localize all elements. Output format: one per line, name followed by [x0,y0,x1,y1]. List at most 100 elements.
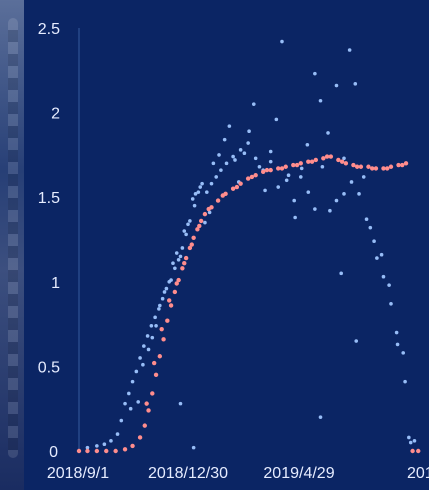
blue-data-point-29 [209,181,214,186]
blue-data-point-53 [379,252,384,257]
blue-data-point-24 [188,219,192,223]
pink-data-point-47 [373,166,379,171]
blue-data-point-106 [381,274,386,279]
blue-data-point-52 [372,239,376,243]
blue-data-point-44 [313,207,317,211]
blue-data-point-89 [268,159,273,164]
pink-data-point-8 [142,423,147,428]
blue-data-point-109 [403,379,407,384]
pink-data-point-29 [238,181,243,186]
blue-data-point-25 [192,203,197,208]
blue-data-point-110 [408,440,413,445]
pink-data-point-55 [151,360,157,366]
blue-data-point-115 [354,339,359,343]
pink-data-point-26 [215,198,221,203]
blue-data-point-99 [334,83,339,88]
blue-data-point-31 [219,168,223,172]
blue-data-point-65 [158,303,162,308]
pink-data-point-2 [94,448,100,454]
pink-data-point-69 [309,159,315,164]
y-tick-label-2: 1 [51,275,60,292]
pink-data-point-19 [183,255,189,261]
y-tick-label-3: 1.5 [38,190,60,207]
pink-data-point-51 [403,161,409,166]
pink-data-point-71 [339,159,345,164]
pink-data-point-66 [264,167,270,173]
blue-data-point-30 [214,175,218,179]
blue-data-point-51 [364,217,369,221]
blue-data-point-111 [178,401,183,406]
pink-data-point-4 [113,448,118,454]
blue-data-point-81 [227,124,232,128]
pink-data-point-38 [306,159,311,164]
y-tick-label-4: 2 [51,106,60,123]
blue-data-point-94 [299,166,304,171]
blue-data-point-26 [196,190,201,194]
pink-data-point-1 [85,448,90,454]
blue-data-point-67 [167,280,172,284]
pink-data-point-62 [206,206,211,212]
blue-data-point-43 [306,190,311,194]
pink-data-point-41 [328,154,334,159]
blue-data-point-18 [164,286,169,291]
pink-data-point-59 [182,260,187,266]
left-decorative-strip [0,0,24,490]
blue-data-point-14 [149,323,154,328]
pink-data-point-57 [167,298,172,303]
blue-data-point-84 [242,151,247,156]
pink-data-point-16 [172,289,178,295]
blue-data-point-57 [407,435,411,440]
pink-data-point-20 [187,245,193,251]
x-tick-label-3: 2019 [407,465,429,482]
blue-data-point-20 [173,266,177,271]
blue-data-point-60 [136,400,141,404]
pink-data-point-50 [396,162,401,168]
blue-data-point-90 [274,117,279,122]
pink-data-point-11 [153,372,159,378]
blue-data-point-105 [375,256,379,260]
blue-data-point-101 [347,48,352,52]
blue-data-point-100 [342,156,346,161]
pink-data-point-42 [336,157,341,163]
blue-data-point-91 [280,39,284,44]
blue-data-point-12 [142,344,146,348]
blue-data-point-21 [176,258,181,262]
pink-data-point-7 [137,435,143,440]
blue-data-point-40 [284,178,289,183]
blue-data-point-7 [123,401,127,406]
pink-data-point-75 [400,162,405,168]
blue-data-point-88 [263,188,267,193]
blue-data-point-82 [233,158,237,162]
blue-data-point-39 [276,185,281,189]
blue-data-point-77 [207,210,212,215]
blue-data-point-71 [182,229,187,233]
pink-data-point-37 [298,161,303,166]
blue-data-point-98 [326,131,330,135]
pink-data-point-22 [195,227,200,232]
pink-data-point-67 [279,166,285,171]
pink-data-point-30 [245,176,251,181]
pink-data-point-12 [157,354,163,359]
blue-data-point-79 [217,153,221,157]
blue-data-point-13 [145,334,150,338]
blue-data-point-73 [190,197,195,201]
blue-data-point-107 [389,301,393,306]
blue-data-point-62 [146,347,151,352]
pink-data-point-3 [104,448,109,454]
blue-data-point-64 [154,323,158,328]
pink-data-point-61 [197,223,202,229]
pink-data-point-35 [283,164,288,169]
blue-data-point-108 [395,342,400,347]
pink-data-point-49 [388,164,394,169]
blue-data-point-5 [115,432,120,436]
blue-data-point-87 [257,164,262,169]
pink-data-point-33 [268,167,273,173]
pink-data-point-0 [76,448,82,454]
pink-data-point-70 [324,154,330,159]
y-tick-label-1: 0.5 [38,359,60,376]
blue-data-point-8 [127,391,131,396]
pink-data-point-54 [144,401,149,406]
blue-data-point-11 [138,356,142,360]
blue-data-point-80 [222,137,227,142]
blue-data-point-49 [349,180,354,184]
